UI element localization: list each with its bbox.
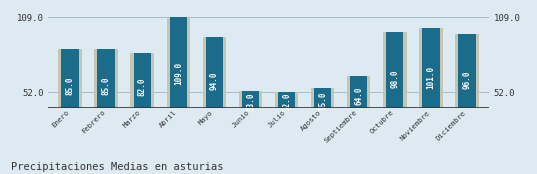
Bar [419,28,442,108]
Bar [202,37,226,108]
Bar [239,91,262,108]
Bar [347,76,371,108]
Text: 98.0: 98.0 [390,70,400,88]
Text: 85.0: 85.0 [66,76,75,95]
Bar [58,49,82,108]
Text: 52.0: 52.0 [282,93,291,111]
Bar [311,88,335,108]
Bar [455,34,479,108]
Bar [130,53,154,108]
Text: 101.0: 101.0 [426,66,436,89]
Text: 85.0: 85.0 [101,76,111,95]
Bar [386,31,403,108]
Bar [278,92,295,108]
Bar [134,53,151,108]
Text: 53.0: 53.0 [246,92,255,111]
Bar [61,49,78,108]
Bar [275,92,298,108]
Text: 96.0: 96.0 [462,71,471,89]
Bar [350,76,367,108]
Bar [422,28,440,108]
Bar [206,37,223,108]
Text: Precipitaciones Medias en asturias: Precipitaciones Medias en asturias [11,162,223,172]
Text: 64.0: 64.0 [354,87,363,105]
Bar [166,17,190,108]
Bar [459,34,476,108]
Bar [242,91,259,108]
Text: 55.0: 55.0 [318,91,327,110]
Bar [97,49,115,108]
Bar [383,31,407,108]
Bar [95,49,118,108]
Text: 109.0: 109.0 [174,62,183,85]
Bar [170,17,187,108]
Bar [314,88,331,108]
Text: 94.0: 94.0 [210,72,219,90]
Text: 82.0: 82.0 [137,78,147,96]
